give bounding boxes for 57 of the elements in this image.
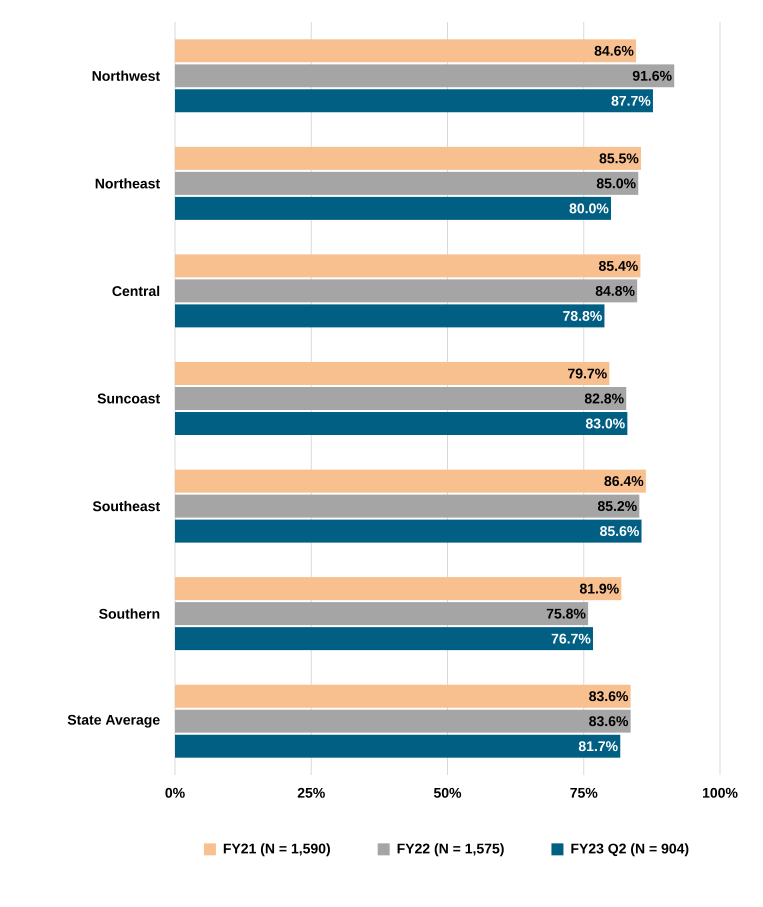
bar — [175, 196, 612, 220]
data-label: 80.0% — [570, 203, 608, 214]
data-label: 83.6% — [589, 691, 628, 702]
bar — [175, 146, 641, 170]
data-label: 79.7% — [568, 368, 607, 378]
y-tick-label: Southern — [99, 608, 160, 619]
bar — [175, 470, 646, 493]
bar — [175, 520, 642, 543]
x-tick-label: 50% — [434, 788, 462, 798]
bar — [175, 734, 620, 758]
x-tick-label: 25% — [298, 788, 325, 798]
legend-label: FY21 (N = 1,590) — [224, 843, 330, 856]
data-label: 75.8% — [546, 608, 586, 619]
data-label: 81.9% — [580, 584, 619, 594]
data-label: 81.7% — [578, 741, 618, 752]
bar — [175, 89, 653, 112]
y-tick-label: Central — [112, 286, 160, 296]
bar — [175, 64, 674, 88]
y-tick-label: Northeast — [96, 178, 160, 189]
data-label: 91.6% — [632, 70, 672, 81]
bar — [175, 304, 604, 328]
y-tick-label: State Average — [68, 714, 160, 728]
data-label: 76.7% — [552, 634, 590, 644]
bar — [175, 387, 626, 410]
y-tick-label: Northwest — [92, 70, 160, 81]
data-label: 83.6% — [589, 716, 628, 726]
bar — [175, 494, 640, 518]
data-label: 85.0% — [596, 178, 636, 188]
data-label: 85.2% — [598, 501, 637, 512]
bar — [175, 279, 638, 302]
bar — [175, 412, 628, 436]
data-label: 85.6% — [600, 526, 639, 536]
x-tick-label: 0% — [165, 788, 185, 798]
data-label: 78.8% — [563, 310, 602, 321]
legend-label: FY23 Q2 (N = 904) — [571, 843, 688, 856]
bar — [175, 577, 622, 600]
bar — [175, 172, 638, 195]
data-label: 85.5% — [600, 153, 638, 164]
bar — [175, 710, 631, 733]
data-label: 84.8% — [596, 286, 635, 296]
data-label: 86.4% — [604, 476, 644, 486]
x-tick-label: 100% — [702, 788, 738, 798]
data-label: 85.4% — [598, 260, 638, 271]
y-tick-label: Southeast — [92, 500, 160, 512]
bar — [175, 684, 631, 708]
y-tick-label: Suncoast — [98, 394, 160, 404]
data-label: 82.8% — [584, 394, 624, 404]
data-label: 83.0% — [586, 418, 625, 428]
legend-label: FY22 (N = 1,575) — [398, 843, 504, 856]
bar — [175, 362, 610, 386]
x-tick-label: 75% — [570, 788, 598, 798]
bar — [175, 254, 640, 278]
bar — [175, 627, 594, 650]
data-label: 84.6% — [594, 46, 634, 56]
bar — [175, 39, 636, 62]
bar — [175, 602, 588, 626]
data-label: 87.7% — [612, 96, 650, 106]
